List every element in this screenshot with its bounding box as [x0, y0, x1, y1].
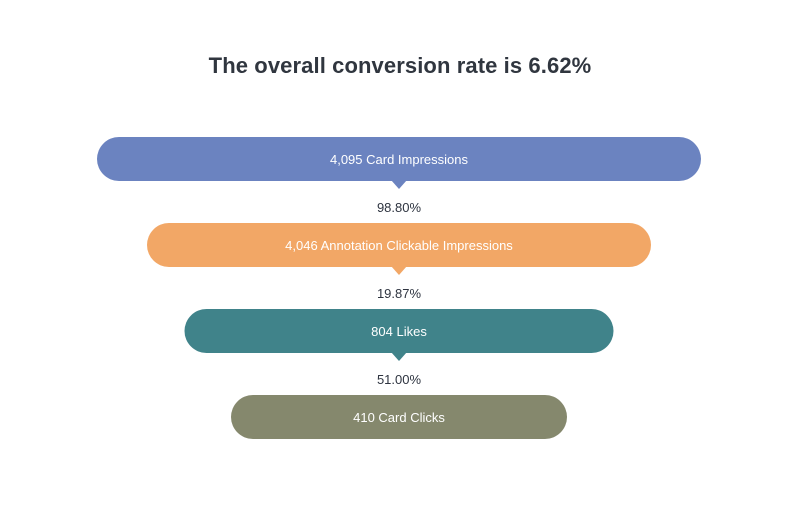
chart-title: The overall conversion rate is 6.62% [208, 53, 592, 78]
conversion-rate-label-2: 19.87% [377, 286, 422, 301]
funnel-stage-4: 410 Card Clicks [231, 395, 567, 439]
funnel-bar-2 [147, 223, 651, 267]
funnel-pointer-1 [391, 180, 407, 189]
funnel-stage-3: 804 Likes [184, 309, 614, 361]
funnel-pointer-2 [391, 266, 407, 275]
conversion-rate-label-1: 98.80% [377, 200, 422, 215]
funnel-stage-label-1: 4,095 Card Impressions [330, 152, 469, 167]
funnel-stage-label-2: 4,046 Annotation Clickable Impressions [285, 238, 513, 253]
funnel-stage-label-4: 410 Card Clicks [353, 410, 445, 425]
funnel-stage-1: 4,095 Card Impressions [97, 137, 701, 189]
funnel-bar-3 [184, 309, 614, 353]
funnel-bar-4 [231, 395, 567, 439]
funnel-pointer-3 [391, 352, 407, 361]
funnel-stage-2: 4,046 Annotation Clickable Impressions [147, 223, 651, 275]
funnel-stage-label-3: 804 Likes [371, 324, 427, 339]
funnel-bar-1 [97, 137, 701, 181]
conversion-rate-label-3: 51.00% [377, 372, 422, 387]
